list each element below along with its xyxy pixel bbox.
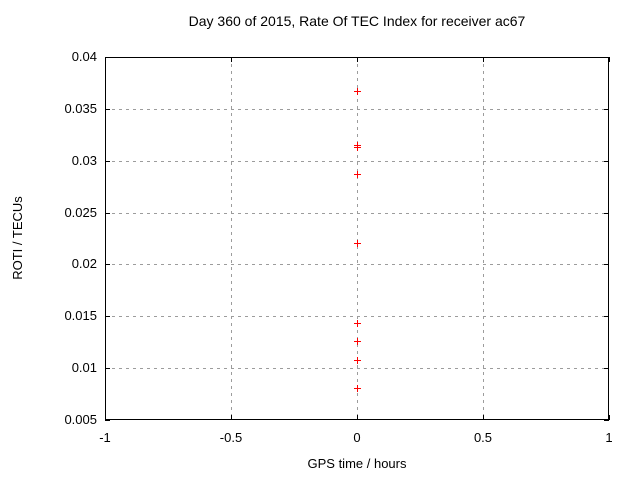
data-point-marker: [354, 357, 361, 364]
gridline-vertical: [483, 57, 484, 420]
y-tick-mark: [105, 368, 110, 369]
y-tick-label: 0.025: [64, 205, 97, 220]
data-point-marker: [354, 320, 361, 327]
y-tick-mark: [105, 213, 110, 214]
y-tick-mark: [105, 420, 110, 421]
data-point-marker: [354, 144, 361, 151]
data-point-marker: [354, 240, 361, 247]
x-tick-mark: [357, 57, 358, 62]
x-tick-mark: [105, 57, 106, 62]
y-tick-mark: [604, 264, 609, 265]
gridline-vertical: [231, 57, 232, 420]
x-axis-label: GPS time / hours: [307, 456, 407, 471]
data-point-marker: [354, 171, 361, 178]
y-tick-mark: [604, 57, 609, 58]
y-tick-mark: [604, 316, 609, 317]
y-tick-label: 0.04: [71, 49, 97, 64]
gridline-vertical: [357, 57, 358, 420]
y-tick-mark: [105, 316, 110, 317]
y-tick-mark: [105, 161, 110, 162]
x-tick-label: 0: [353, 430, 361, 445]
x-tick-mark: [483, 57, 484, 62]
x-tick-label: -0.5: [219, 430, 243, 445]
x-tick-mark: [231, 415, 232, 420]
y-tick-label: 0.02: [71, 256, 97, 271]
y-tick-label: 0.015: [64, 308, 97, 323]
data-point-marker: [354, 338, 361, 345]
data-point-marker: [354, 88, 361, 95]
x-tick-mark: [609, 415, 610, 420]
y-tick-mark: [604, 213, 609, 214]
y-axis-label: ROTI / TECUs: [10, 196, 25, 280]
data-point-marker: [354, 385, 361, 392]
x-tick-label: -1: [99, 430, 111, 445]
y-tick-mark: [604, 420, 609, 421]
x-tick-mark: [105, 415, 106, 420]
y-tick-label: 0.005: [64, 412, 97, 427]
y-tick-mark: [105, 109, 110, 110]
y-tick-label: 0.035: [64, 101, 97, 116]
x-tick-mark: [357, 415, 358, 420]
x-tick-mark: [231, 57, 232, 62]
x-tick-mark: [609, 57, 610, 62]
plot-title: Day 360 of 2015, Rate Of TEC Index for r…: [188, 13, 526, 29]
y-tick-mark: [604, 109, 609, 110]
y-tick-label: 0.01: [71, 360, 97, 375]
y-tick-mark: [604, 161, 609, 162]
x-tick-label: 0.5: [473, 430, 493, 445]
y-tick-mark: [105, 264, 110, 265]
y-tick-label: 0.03: [71, 153, 97, 168]
x-tick-mark: [483, 415, 484, 420]
y-tick-mark: [105, 57, 110, 58]
x-tick-label: 1: [605, 430, 613, 445]
y-tick-mark: [604, 368, 609, 369]
